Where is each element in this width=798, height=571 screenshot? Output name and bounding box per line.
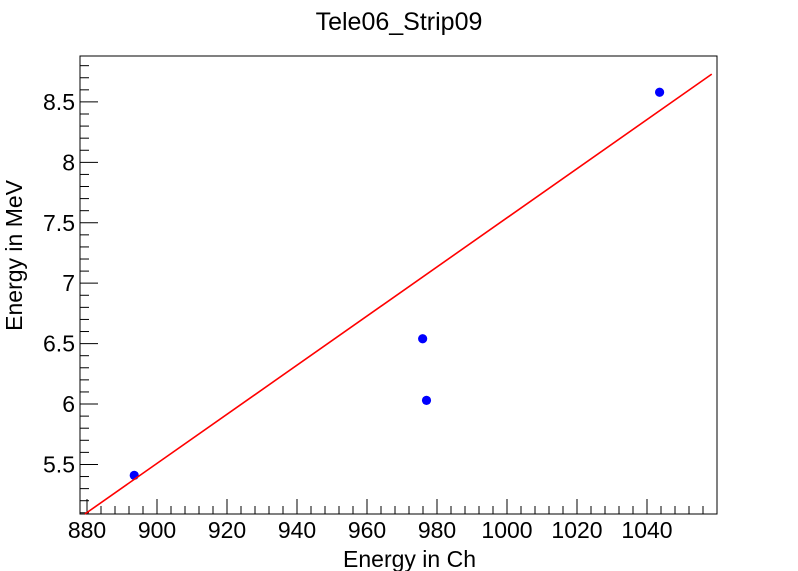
chart-title: Tele06_Strip09 (316, 8, 483, 36)
y-tick-label: 6.5 (43, 331, 75, 357)
y-tick-label: 5.5 (43, 451, 75, 477)
x-tick-label: 1000 (481, 517, 532, 543)
x-tick-label: 940 (278, 517, 316, 543)
y-tick-label: 8.5 (43, 89, 75, 115)
data-point (421, 395, 432, 406)
plot-frame (79, 55, 718, 515)
series-layer (84, 73, 713, 515)
data-point (655, 87, 665, 97)
axis-ticks (80, 65, 718, 514)
x-tick-label: 1040 (621, 517, 672, 543)
x-tick-label: 880 (68, 517, 106, 543)
y-axis-label: Energy in MeV (1, 179, 27, 331)
x-tick-labels: 880 900 920 940 960 980 1000 1020 1040 (68, 517, 673, 543)
x-axis-label: Energy in Ch (343, 546, 476, 571)
fit-line (84, 73, 713, 515)
x-tick-label: 1020 (551, 517, 602, 543)
y-tick-label: 8 (62, 149, 75, 175)
data-point (418, 334, 428, 344)
y-tick-label: 6 (62, 391, 75, 417)
y-tick-labels: 5.5 6 6.5 7 7.5 8 8.5 (43, 89, 75, 478)
x-tick-label: 980 (418, 517, 456, 543)
x-tick-label: 960 (348, 517, 386, 543)
x-tick-label: 920 (208, 517, 246, 543)
y-tick-label: 7.5 (43, 210, 75, 236)
y-tick-label: 7 (62, 270, 75, 296)
x-tick-label: 900 (138, 517, 176, 543)
